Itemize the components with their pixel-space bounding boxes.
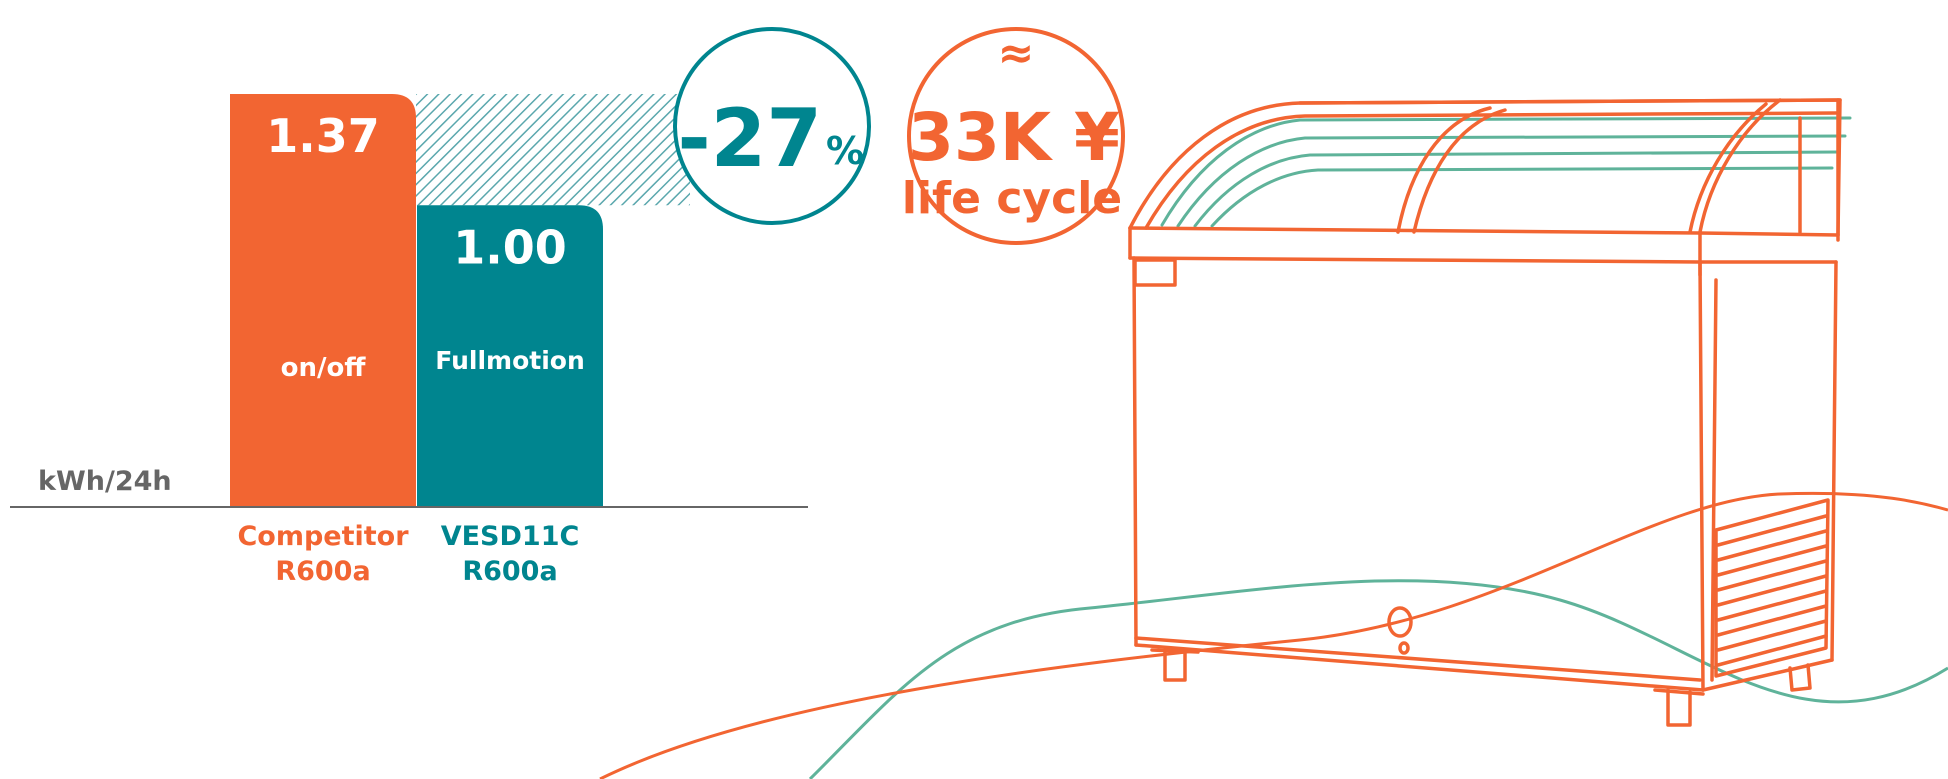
bar-vesd11c	[417, 205, 603, 506]
category-label-vesd11c-line1: VESD11C	[441, 521, 580, 552]
lifecycle-cost-caption: life cycle	[902, 173, 1122, 224]
category-label-vesd11c-line2: R600a	[462, 556, 557, 587]
bar-tag-vesd11c: Fullmotion	[435, 346, 585, 375]
bar-competitor	[230, 94, 416, 506]
lifecycle-cost-circle	[907, 27, 1125, 245]
lifecycle-cost-callout: ≈ 33K ¥ life cycle	[902, 27, 1125, 245]
savings-callout: -27 %	[673, 27, 871, 225]
value-label-vesd11c: 1.00	[453, 220, 567, 274]
savings-percent-unit: %	[826, 129, 864, 173]
decorative-waves	[599, 491, 1948, 779]
category-label-competitor-line2: R600a	[275, 556, 370, 587]
wave-green	[808, 579, 1948, 779]
approx-symbol: ≈	[998, 28, 1035, 79]
chest-freezer-icon	[1128, 98, 1852, 727]
energy-bar-chart: 1.37 1.00 on/off Fullmotion kWh/24h Comp…	[10, 94, 808, 587]
savings-circle	[673, 27, 871, 225]
savings-hatch-band	[416, 94, 690, 206]
category-label-competitor-line1: Competitor	[237, 521, 409, 552]
savings-percent: -27	[677, 92, 822, 185]
bar-tag-competitor: on/off	[281, 353, 367, 383]
wave-orange	[599, 491, 1948, 779]
value-label-competitor: 1.37	[266, 109, 380, 163]
y-axis-unit-label: kWh/24h	[38, 466, 172, 497]
lifecycle-cost-value: 33K ¥	[908, 99, 1120, 176]
